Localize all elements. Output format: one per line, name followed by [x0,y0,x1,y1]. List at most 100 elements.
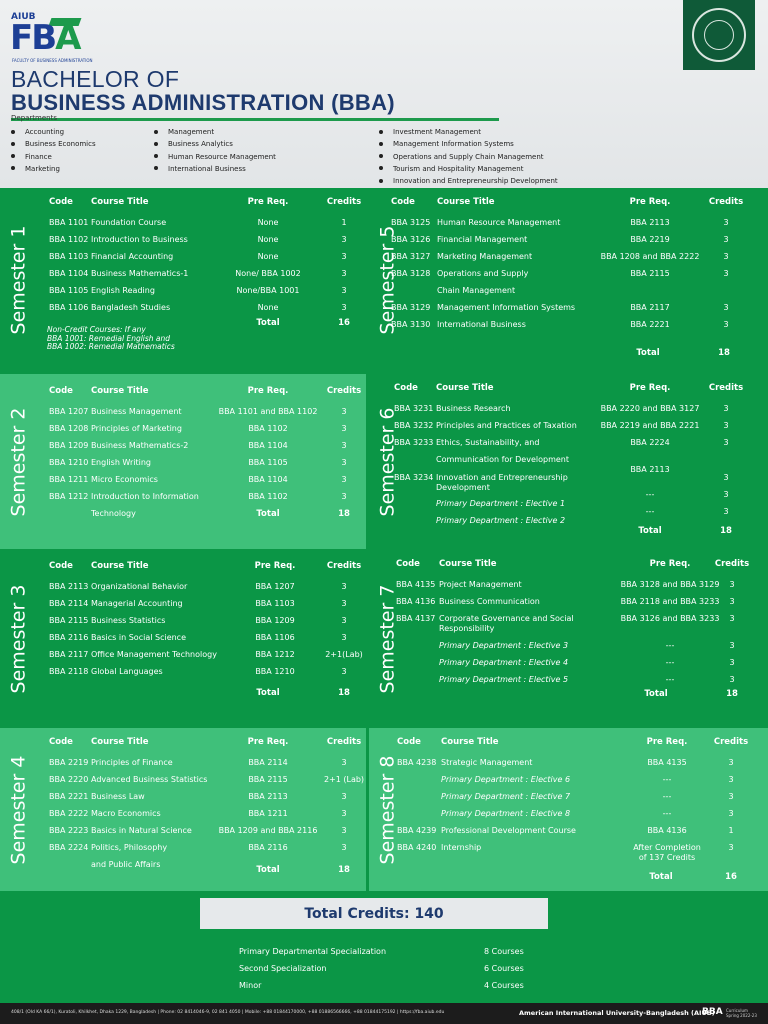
title-underline [11,118,499,121]
course-title: Principles and Practices of Taxation [436,421,577,430]
specialization-label: Primary Departmental Specialization [239,947,387,956]
course-code: BBA 1210 [49,458,89,467]
course-prereq: BBA 1209 and BBA 2116 [218,826,318,835]
fba-logo: AIUB FBA FACULTY OF BUSINESS ADMINISTRAT… [10,12,93,64]
course-code: BBA 4239 [397,826,437,835]
course-prereq: BBA 1104 [248,475,288,484]
course-code: BBA 1105 [49,286,89,295]
course-title: Development [436,483,490,492]
total-credits-value: 18 [338,865,350,875]
course-credits: 3 [341,235,347,244]
course-title: Business Statistics [91,616,166,625]
total-label: Total [644,689,668,699]
course-credits: 3 [341,286,347,295]
course-code: BBA 2116 [49,633,89,642]
course-credits: 3 [341,269,347,278]
course-title: Human Resource Management [437,218,561,227]
course-credits: 3 [723,269,729,278]
course-title: Introduction to Information [91,492,199,501]
course-credits: 3 [341,303,347,312]
course-credits: 3 [341,826,347,835]
course-title: Financial Management [437,235,528,244]
course-code: BBA 4136 [396,597,436,606]
course-prereq: BBA 2224 [630,438,670,447]
logo-aiub-text: AIUB [11,12,36,22]
course-prereq: --- [645,490,655,499]
course-credits: 3 [341,616,347,625]
course-credits: 3 [341,441,347,450]
total-credits-value: 18 [338,509,350,519]
course-credits: 3 [341,582,347,591]
logo-subtitle: FACULTY OF BUSINESS ADMINISTRATION [12,58,93,63]
course-credits: 3 [729,597,735,606]
credits-header: Credits [326,386,362,396]
title-header: Course Title [91,386,149,396]
semester-label: Semester 3 [6,552,30,725]
course-prereq: None [257,252,279,261]
semester-label-text: Semester 8 [376,755,398,864]
footer-university: American International University-Bangla… [519,1009,715,1017]
course-title: Ethics, Sustainability, and [436,438,540,447]
course-credits: 3 [341,792,347,801]
course-credits: 3 [341,475,347,484]
specialization-count: 6 Courses [484,964,524,973]
course-code: BBA 2223 [49,826,89,835]
course-code: BBA 1207 [49,407,89,416]
semester-label: Semester 8 [375,728,399,891]
course-title: Primary Department : Elective 3 [439,641,569,650]
prereq-header: Pre Req. [247,386,289,396]
course-title: Business Mathematics-1 [91,269,189,278]
course-credits: 3 [341,758,347,767]
course-title: Primary Department : Elective 7 [441,792,571,801]
semester-label-text: Semester 4 [7,755,29,864]
semester-block-s5: Semester 5 [369,188,768,371]
credits-header: Credits [708,197,744,207]
course-title: Managerial Accounting [91,599,183,608]
course-credits: 3 [341,809,347,818]
department-item: Marketing [11,163,96,175]
course-prereq: BBA 1207 [255,582,295,591]
semester-label-text: Semester 7 [376,584,398,693]
course-title: Professional Development Course [441,826,576,835]
non-credit-note: Non-Credit Courses: If any BBA 1001: Rem… [47,325,175,352]
specialization-label: Minor [239,981,262,990]
footer-address: 408/1 (Old KA 66/1), Kuratoli, Khilkhet,… [11,1010,445,1015]
course-title: Macro Economics [91,809,161,818]
departments-list-3: Investment Management Management Informa… [379,126,558,187]
course-code: BBA 4137 [396,614,436,623]
course-code: BBA 4240 [397,843,437,852]
university-seal [683,0,755,70]
course-code: BBA 1208 [49,424,89,433]
total-label: Total [256,509,280,519]
course-prereq: BBA 2221 [630,320,670,329]
course-prereq: --- [665,658,675,667]
prereq-header: Pre Req. [629,197,671,207]
course-prereq: --- [665,675,675,684]
course-credits: 3 [728,843,734,852]
course-prereq: BBA 2219 and BBA 2221 [600,421,700,430]
course-prereq: BBA 1102 [248,492,288,501]
course-title: Internship [441,843,482,852]
course-title: Business Management [91,407,182,416]
course-prereq: BBA 2114 [248,758,288,767]
semester-label: Semester 6 [375,374,399,549]
course-credits: 3 [723,235,729,244]
course-title: English Writing [91,458,151,467]
course-code: BBA 1211 [49,475,89,484]
semester-label-text: Semester 3 [7,584,29,693]
course-code: BBA 2220 [49,775,89,784]
course-title: Office Management Technology [91,650,217,659]
course-prereq: --- [662,792,672,801]
code-header: Code [396,559,420,569]
course-title: Primary Department : Elective 6 [441,775,571,784]
course-code: BBA 2222 [49,809,89,818]
prereq-header: Pre Req. [629,383,671,393]
total-label: Total [638,526,662,536]
course-code: BBA 2114 [49,599,89,608]
course-code: BBA 1102 [49,235,89,244]
departments-list-2: Management Business Analytics Human Reso… [154,126,276,175]
course-title: Strategic Management [441,758,533,767]
semester-block-s2: Semester 2 [0,374,366,549]
page-title-line1: BACHELOR OF [11,66,180,92]
course-prereq: None [257,303,279,312]
